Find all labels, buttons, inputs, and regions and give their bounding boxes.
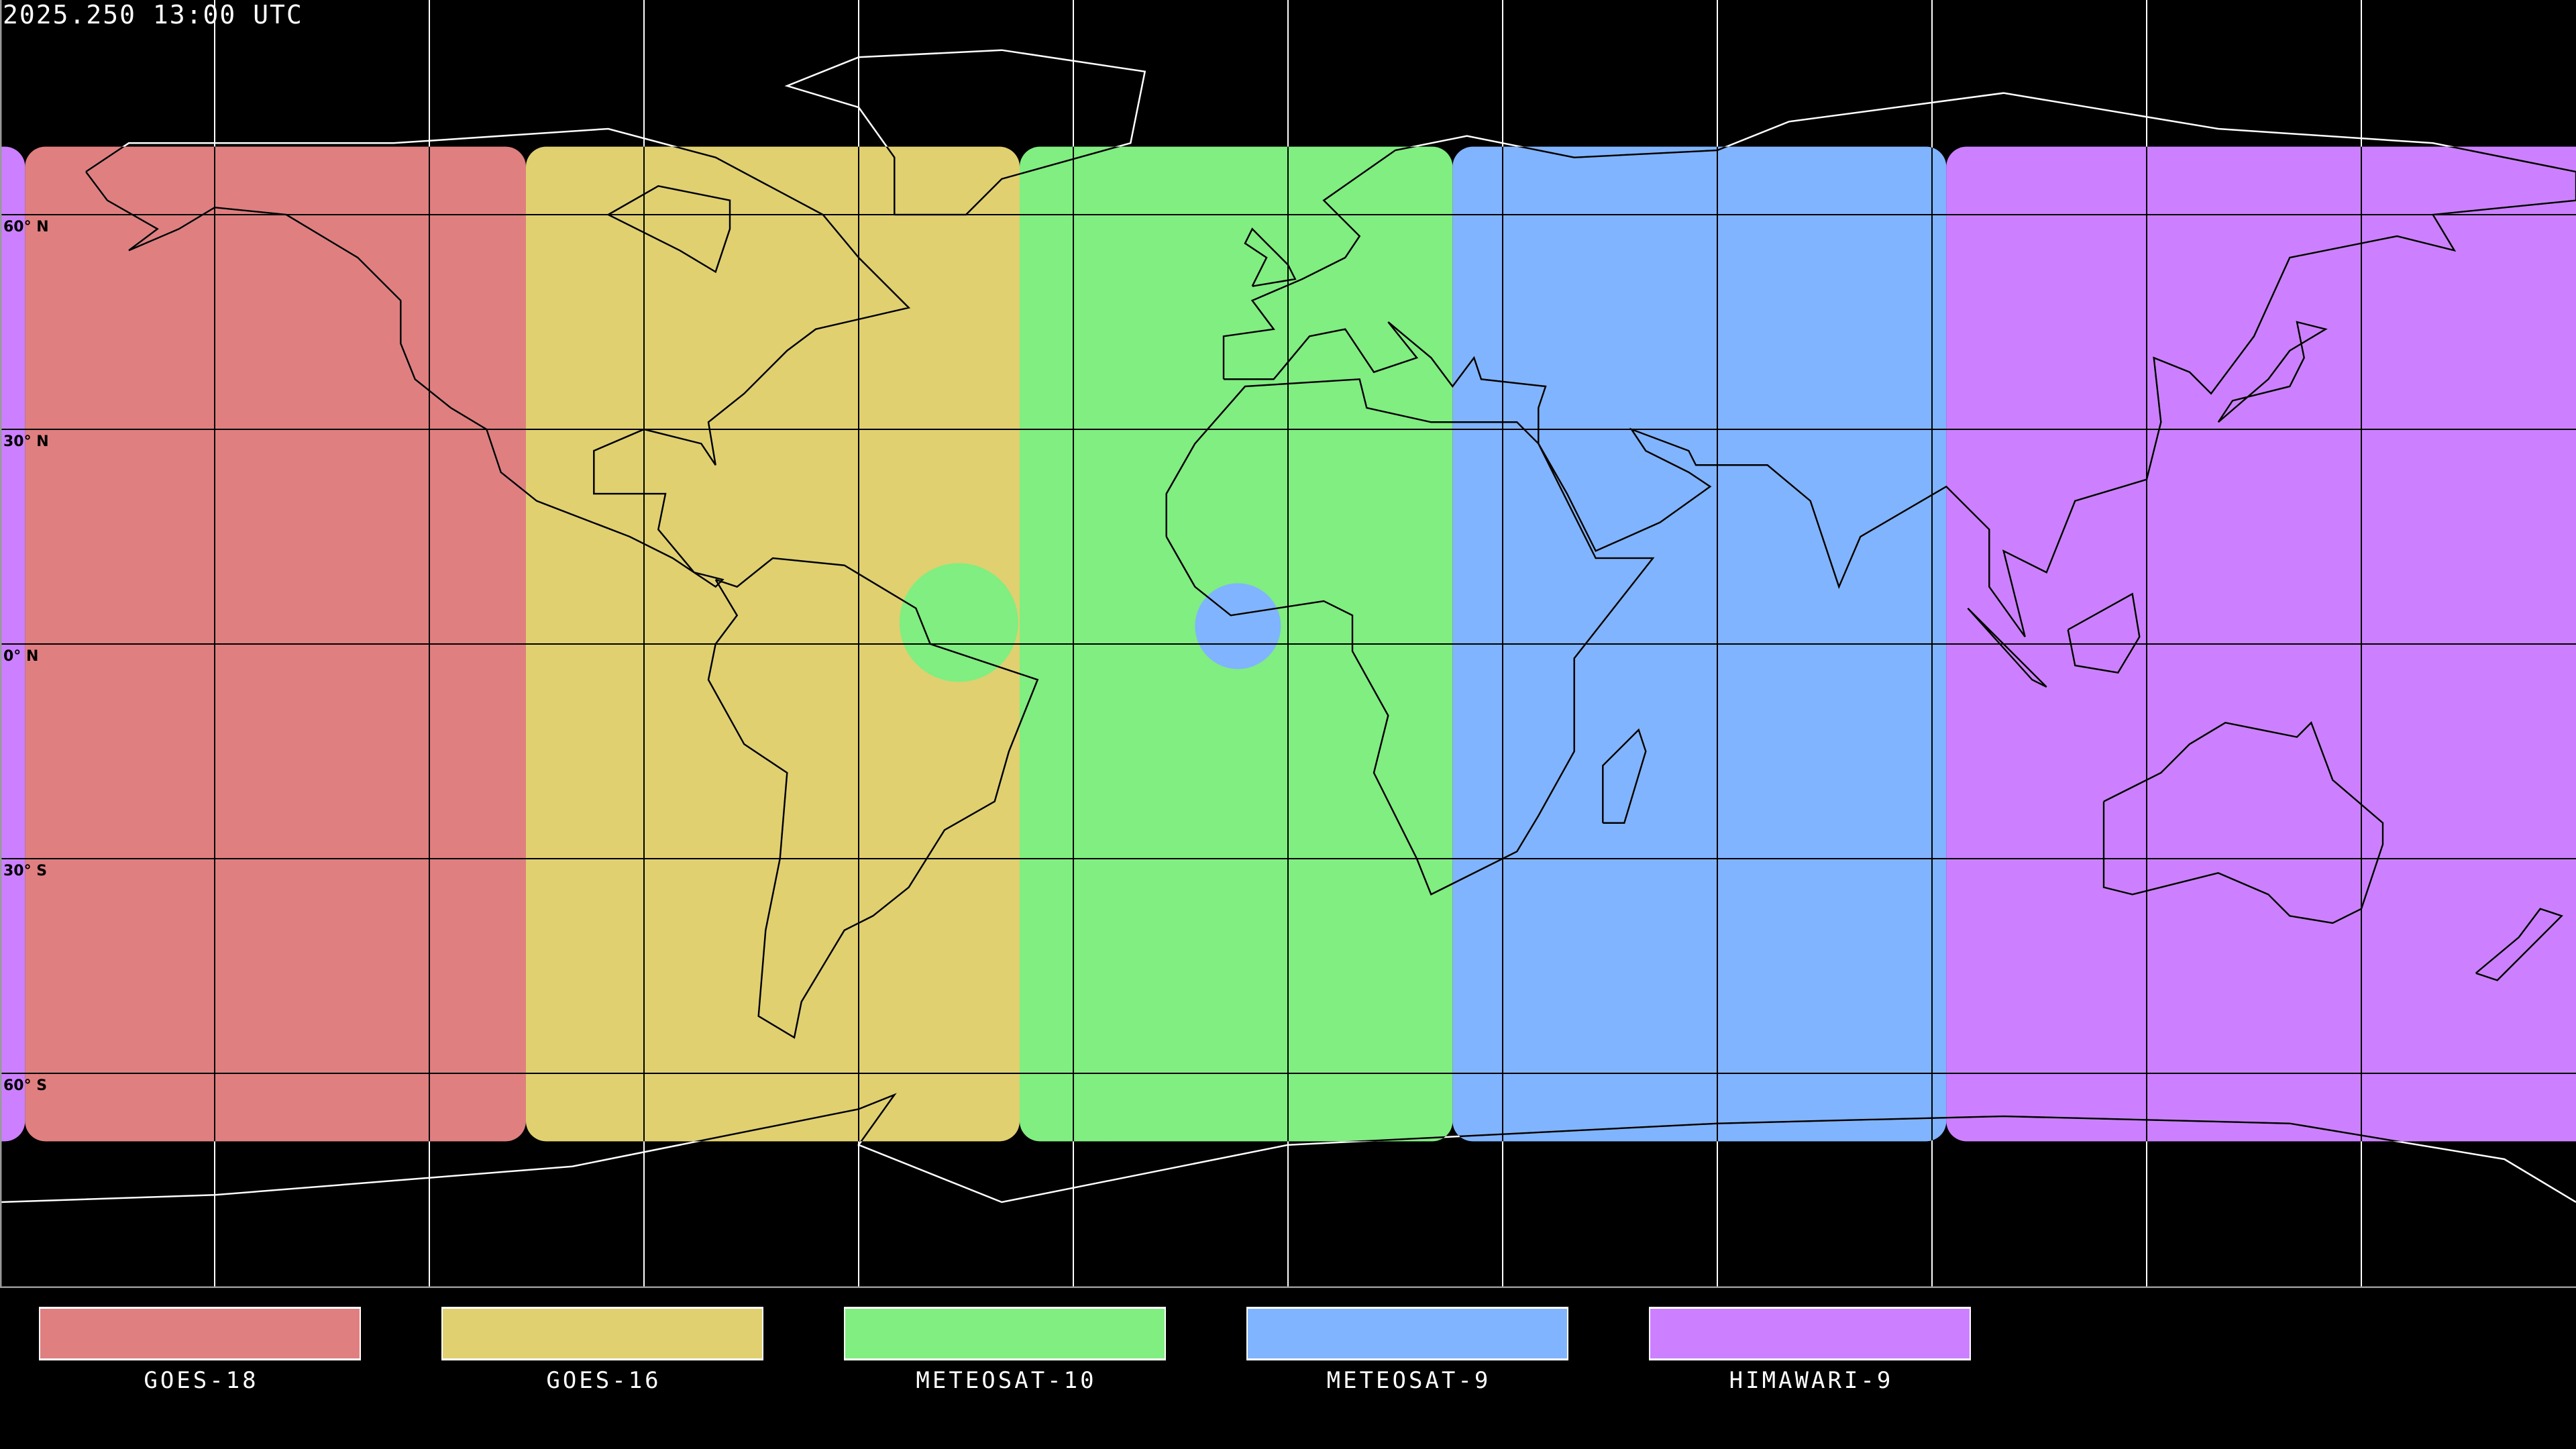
lat-label: 0° N (3, 648, 39, 665)
legend-label: METEOSAT-10 (916, 1367, 1097, 1394)
lat-label: 60° S (3, 1077, 48, 1094)
lat-label: 30° S (3, 863, 48, 879)
legend-item-goes-18: GOES-18 (39, 1307, 364, 1394)
lat-label: 60° N (3, 219, 49, 235)
legend-item-meteosat-10: METEOSAT-10 (844, 1307, 1169, 1394)
timestamp-title: 2025.250 13:00 UTC (3, 0, 303, 30)
coastlines-inside (0, 0, 2576, 1288)
coastline (0, 146, 2576, 1142)
legend-label: GOES-18 (144, 1367, 259, 1394)
legend-swatch (1246, 1307, 1568, 1360)
legend-item-himawari-9: HIMAWARI-9 (1649, 1307, 1974, 1394)
legend-swatch (39, 1307, 361, 1360)
legend-label: METEOSAT-9 (1326, 1367, 1491, 1394)
coverage-map (0, 0, 2576, 1288)
coverage-spot (899, 563, 1018, 682)
legend-label: GOES-16 (546, 1367, 661, 1394)
legend-item-goes-16: GOES-16 (441, 1307, 766, 1394)
legend-swatch (1649, 1307, 1971, 1360)
legend-swatch (441, 1307, 763, 1360)
legend-item-meteosat-9: METEOSAT-9 (1246, 1307, 1571, 1394)
lat-label: 30° N (3, 433, 49, 450)
legend-label: HIMAWARI-9 (1729, 1367, 1894, 1394)
legend-swatch (844, 1307, 1166, 1360)
